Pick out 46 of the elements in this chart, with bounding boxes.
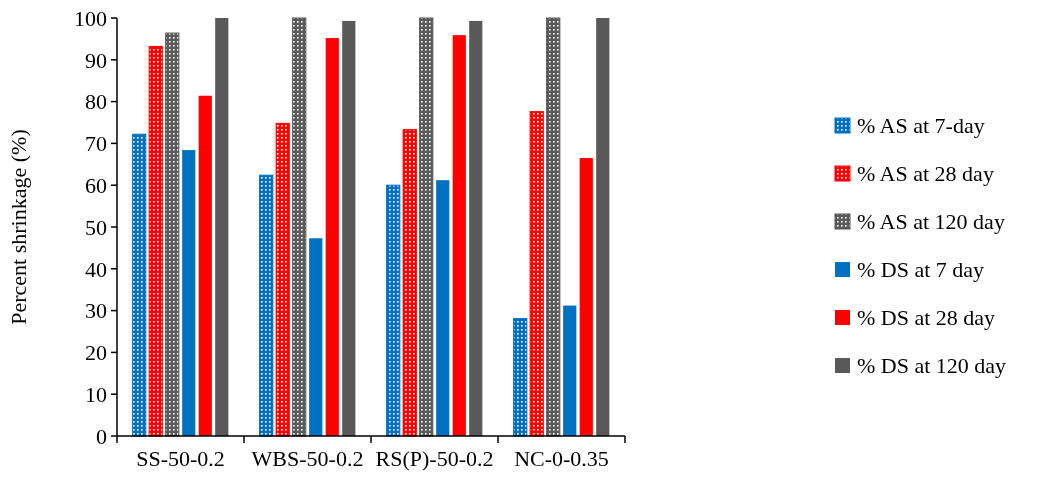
y-tick-label: 10 [85, 381, 107, 407]
legend-label: % AS at 120 day [857, 208, 1005, 234]
y-tick-label: 30 [85, 298, 107, 324]
bar [419, 17, 434, 437]
bar [215, 18, 229, 436]
bar [513, 318, 528, 437]
x-tick-label: RS(P)-50-0.2 [375, 446, 494, 471]
bar [259, 174, 274, 437]
bar [452, 35, 466, 436]
y-tick-label: 100 [74, 5, 107, 31]
bar [563, 305, 577, 436]
bar [309, 238, 323, 436]
bar [132, 133, 147, 437]
bar [469, 20, 483, 436]
bar [182, 150, 196, 436]
bar [386, 184, 401, 437]
legend-label: % DS at 28 day [857, 304, 996, 330]
bar [529, 111, 544, 437]
bar [148, 45, 163, 437]
y-tick-label: 0 [96, 423, 107, 449]
y-axis-title: Percent shrinkage (%) [6, 129, 31, 325]
bar [198, 95, 212, 436]
y-tick-label: 90 [85, 47, 107, 73]
y-tick-label: 40 [85, 256, 107, 282]
legend-label: % AS at 7-day [857, 112, 985, 138]
bar [165, 32, 180, 437]
bar [436, 180, 450, 436]
bar [596, 18, 610, 436]
x-tick-label: WBS-50-0.2 [251, 446, 364, 471]
legend-label: % DS at 7 day [857, 256, 985, 282]
bar [579, 158, 593, 436]
legend-label: % DS at 120 day [857, 352, 1007, 378]
y-tick-label: 60 [85, 172, 107, 198]
y-tick-label: 80 [85, 89, 107, 115]
bar [546, 17, 561, 437]
bar [402, 129, 417, 437]
bar [275, 122, 290, 437]
x-tick-label: NC-0-0.35 [514, 446, 609, 471]
bar [325, 38, 339, 436]
bar [342, 20, 356, 436]
x-tick-label: SS-50-0.2 [136, 446, 225, 471]
y-tick-label: 20 [85, 340, 107, 366]
legend-label: % AS at 28 day [857, 160, 994, 186]
y-tick-label: 70 [85, 131, 107, 157]
bar [292, 17, 307, 437]
y-tick-label: 50 [85, 214, 107, 240]
